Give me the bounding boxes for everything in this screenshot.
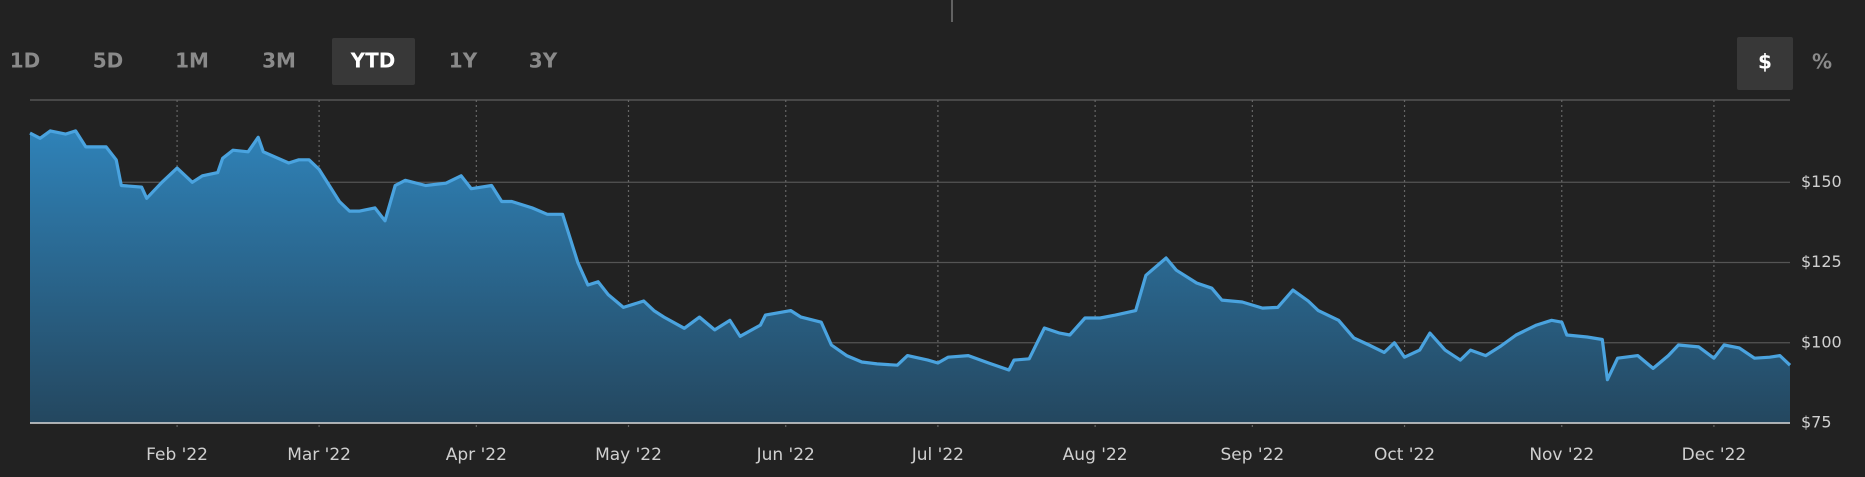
x-tick-label: Feb '22 xyxy=(146,445,208,465)
button-bg[interactable] xyxy=(1737,37,1793,90)
area-fill xyxy=(30,130,1790,423)
unit-button[interactable]: $ xyxy=(1758,50,1772,74)
x-tick-label: May '22 xyxy=(595,445,662,465)
y-tick-label: $75 xyxy=(1801,413,1832,432)
x-tick-label: Jul '22 xyxy=(911,445,964,465)
x-tick-label: Jun '22 xyxy=(756,445,815,465)
range-button[interactable]: 5D xyxy=(93,49,124,73)
controls: 1D 5D 1M 3M YTD 1Y 3Y $ % $75 $100 $125 $150 Feb '22 M… xyxy=(10,37,1842,465)
range-button[interactable]: 1D xyxy=(10,49,41,73)
button-bg[interactable] xyxy=(332,38,415,85)
range-button[interactable]: 3Y xyxy=(529,49,558,73)
y-tick-label: $100 xyxy=(1801,332,1842,351)
y-tick-label: $150 xyxy=(1801,172,1842,191)
y-tick-label: $125 xyxy=(1801,252,1842,271)
range-button[interactable]: 1Y xyxy=(449,49,478,73)
x-tick-label: Apr '22 xyxy=(446,445,507,465)
plot xyxy=(29,129,1792,424)
range-button[interactable]: YTD xyxy=(350,49,396,73)
unit-button[interactable]: % xyxy=(1812,50,1832,74)
x-tick-label: Mar '22 xyxy=(287,445,351,465)
x-tick-label: Nov '22 xyxy=(1529,445,1594,465)
x-tick-label: Aug '22 xyxy=(1063,445,1128,465)
x-tick-label: Sep '22 xyxy=(1220,445,1284,465)
x-tick-label: Oct '22 xyxy=(1374,445,1435,465)
range-button[interactable]: 3M xyxy=(262,49,296,73)
price-line xyxy=(29,129,1792,382)
x-tick-label: Dec '22 xyxy=(1682,445,1747,465)
range-button[interactable]: 1M xyxy=(175,49,209,73)
